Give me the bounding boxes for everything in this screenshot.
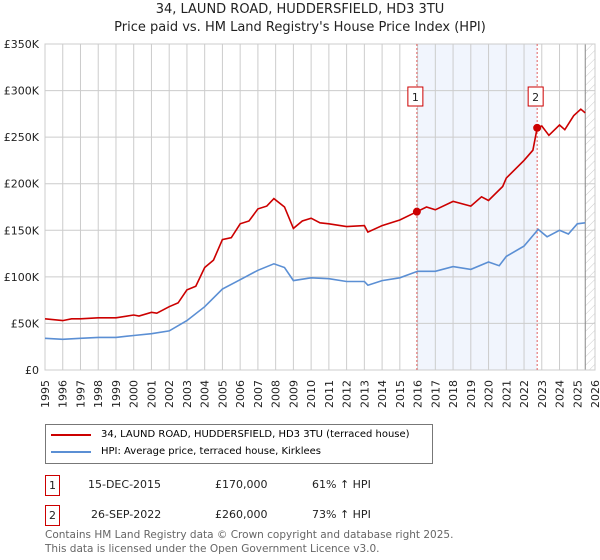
- x-tick-label: 2009: [287, 380, 300, 408]
- sale-date: 26-SEP-2022: [91, 508, 162, 521]
- plot-border: [44, 43, 596, 371]
- footer: Contains HM Land Registry data © Crown c…: [45, 528, 453, 556]
- legend-label: HPI: Average price, terraced house, Kirk…: [101, 446, 322, 457]
- x-tick-label: 2001: [145, 380, 158, 408]
- property-series-line: [44, 108, 586, 322]
- x-tick-label: 2007: [252, 380, 265, 408]
- x-tick-label: 2021: [500, 380, 513, 408]
- x-tick-label: 2002: [163, 380, 176, 408]
- x-tick-label: 2000: [128, 380, 141, 408]
- sale-date: 15-DEC-2015: [88, 478, 162, 491]
- sale-label-box: [407, 86, 424, 107]
- sale-point: [412, 207, 421, 216]
- y-tick-label: £50K: [11, 317, 40, 330]
- x-tick-label: 2017: [429, 380, 442, 408]
- y-tick-label: £0: [25, 364, 39, 377]
- x-tick-label: 2016: [412, 380, 425, 408]
- y-tick-label: £150K: [4, 224, 40, 237]
- x-tick-label: 2022: [518, 380, 531, 408]
- x-tick-label: 2019: [465, 380, 478, 408]
- x-tick-label: 2026: [589, 380, 600, 408]
- y-tick-label: £250K: [4, 131, 40, 144]
- x-tick-label: 2014: [376, 380, 389, 408]
- x-tick-label: 2006: [234, 380, 247, 408]
- plot-area: 1995 1996 1997 1998 1999 2000 2001 2002 2003 2004…: [4, 38, 600, 408]
- sale-price: £170,000: [215, 478, 268, 491]
- x-tick-label: 1999: [110, 380, 123, 408]
- sale-badge: 1: [45, 475, 60, 496]
- sale-label: 1: [412, 91, 419, 104]
- legend-item-hpi: HPI: Average price, terraced house, Kirk…: [51, 444, 321, 460]
- hpi-series-line: [44, 222, 586, 341]
- x-tick-label: 1996: [57, 380, 70, 408]
- x-tick-label: 2024: [554, 380, 567, 408]
- x-tick-label: 2003: [181, 380, 194, 408]
- y-tick-label: £350K: [4, 38, 40, 51]
- y-tick-label: £100K: [4, 271, 40, 284]
- sale-hpi: 61% ↑ HPI: [312, 478, 371, 491]
- x-tick-label: 2011: [323, 380, 336, 408]
- x-tick-label: 2012: [341, 380, 354, 408]
- sale-point: [533, 123, 542, 132]
- y-tick-label: £200K: [4, 178, 40, 191]
- x-tick-label: 2005: [216, 380, 229, 408]
- x-tick-label: 2018: [447, 380, 460, 408]
- sale-label: 2: [532, 91, 539, 104]
- x-tick-label: 2023: [536, 380, 549, 408]
- x-tick-label: 2015: [394, 380, 407, 408]
- sale-label-box: [527, 86, 544, 107]
- y-tick-label: £300K: [4, 85, 40, 98]
- legend-label: 34, LAUND ROAD, HUDDERSFIELD, HD3 3TU (t…: [101, 429, 410, 440]
- footer-line: Contains HM Land Registry data © Crown c…: [45, 529, 454, 541]
- sale-price: £260,000: [215, 508, 268, 521]
- x-tick-label: 1995: [39, 380, 52, 408]
- x-tick-label: 2004: [199, 380, 212, 408]
- chart-subtitle: Price paid vs. HM Land Registry's House …: [114, 20, 486, 35]
- x-tick-label: 1997: [74, 380, 87, 408]
- footer-line: This data is licensed under the Open Gov…: [45, 543, 380, 555]
- legend-swatch-red: [51, 434, 91, 436]
- x-tick-label: 2008: [270, 380, 283, 408]
- x-tick-label: 2020: [483, 380, 496, 408]
- x-tick-label: 1998: [92, 380, 105, 408]
- sale-badge: 2: [45, 505, 60, 526]
- legend: 34, LAUND ROAD, HUDDERSFIELD, HD3 3TU (t…: [45, 424, 433, 464]
- legend-item-property: 34, LAUND ROAD, HUDDERSFIELD, HD3 3TU (t…: [51, 427, 410, 443]
- chart-title: 34, LAUND ROAD, HUDDERSFIELD, HD3 3TU: [155, 2, 445, 17]
- sale-hpi: 73% ↑ HPI: [312, 508, 371, 521]
- x-tick-label: 2010: [305, 380, 318, 408]
- legend-swatch-blue: [51, 451, 91, 453]
- x-tick-label: 2025: [571, 380, 584, 408]
- x-tick-label: 2013: [358, 380, 371, 408]
- sale-period-shade: [416, 44, 538, 370]
- future-hatch: [585, 44, 595, 370]
